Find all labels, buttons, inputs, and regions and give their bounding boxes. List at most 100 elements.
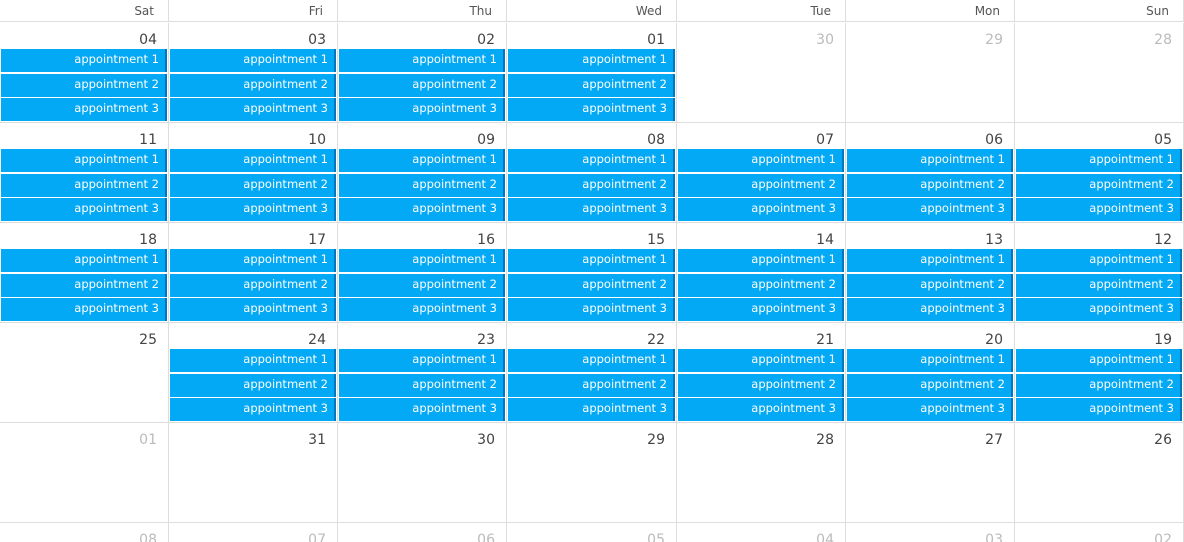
appointment[interactable]: appointment 3 xyxy=(508,398,675,421)
appointment[interactable]: appointment 1 xyxy=(170,49,336,72)
day-cell[interactable]: 05 xyxy=(507,523,677,542)
appointment[interactable]: appointment 2 xyxy=(678,273,844,297)
appointment[interactable]: appointment 1 xyxy=(678,349,844,372)
appointment[interactable]: appointment 2 xyxy=(847,273,1013,297)
day-cell[interactable]: 24 appointment 1 appointment 2 appointment … xyxy=(169,323,338,423)
day-cell[interactable]: 07 appointment 1 appointment 2 appointment … xyxy=(677,123,846,223)
appointment[interactable]: appointment 3 xyxy=(170,398,336,421)
appointment[interactable]: appointment 2 xyxy=(1016,173,1182,197)
appointment[interactable]: appointment 1 xyxy=(1,149,167,172)
day-cell[interactable]: 13 appointment 1 appointment 2 appointment … xyxy=(846,223,1015,323)
appointment[interactable]: appointment 1 xyxy=(678,249,844,272)
appointment[interactable]: appointment 3 xyxy=(508,298,675,321)
appointment[interactable]: appointment 2 xyxy=(339,273,505,297)
day-cell[interactable]: 29 xyxy=(846,23,1015,123)
day-cell[interactable]: 30 xyxy=(677,23,846,123)
appointment[interactable]: appointment 2 xyxy=(1,273,167,297)
day-cell[interactable]: 28 xyxy=(677,423,846,523)
appointment[interactable]: appointment 3 xyxy=(1,298,167,321)
appointment[interactable]: appointment 1 xyxy=(678,149,844,172)
day-cell[interactable]: 04 xyxy=(677,523,846,542)
appointment[interactable]: appointment 2 xyxy=(1016,273,1182,297)
day-cell[interactable]: 01 xyxy=(0,423,169,523)
day-cell[interactable]: 02 appointment 1 appointment 2 appointment … xyxy=(338,23,507,123)
day-cell[interactable]: 28 xyxy=(1015,23,1184,123)
appointment[interactable]: appointment 1 xyxy=(508,249,675,272)
day-cell[interactable]: 22 appointment 1 appointment 2 appointment … xyxy=(507,323,677,423)
appointment[interactable]: appointment 2 xyxy=(339,173,505,197)
day-cell[interactable]: 27 xyxy=(846,423,1015,523)
appointment[interactable]: appointment 1 xyxy=(170,149,336,172)
appointment[interactable]: appointment 1 xyxy=(1016,149,1182,172)
appointment[interactable]: appointment 3 xyxy=(847,398,1013,421)
appointment[interactable]: appointment 2 xyxy=(170,373,336,397)
day-cell[interactable]: 04 appointment 1 appointment 2 appointment … xyxy=(0,23,169,123)
appointment[interactable]: appointment 1 xyxy=(1,249,167,272)
day-cell[interactable]: 06 xyxy=(338,523,507,542)
appointment[interactable]: appointment 1 xyxy=(170,349,336,372)
appointment[interactable]: appointment 3 xyxy=(170,298,336,321)
appointment[interactable]: appointment 2 xyxy=(170,273,336,297)
day-cell[interactable]: 17 appointment 1 appointment 2 appointment … xyxy=(169,223,338,323)
appointment[interactable]: appointment 1 xyxy=(847,249,1013,272)
appointment[interactable]: appointment 1 xyxy=(1,49,167,72)
appointment[interactable]: appointment 3 xyxy=(508,198,675,221)
day-cell[interactable]: 09 appointment 1 appointment 2 appointment … xyxy=(338,123,507,223)
appointment[interactable]: appointment 3 xyxy=(1016,198,1182,221)
day-cell[interactable]: 26 xyxy=(1015,423,1184,523)
appointment[interactable]: appointment 1 xyxy=(508,349,675,372)
appointment[interactable]: appointment 3 xyxy=(339,98,505,121)
appointment[interactable]: appointment 3 xyxy=(678,298,844,321)
appointment[interactable]: appointment 2 xyxy=(847,173,1013,197)
appointment[interactable]: appointment 1 xyxy=(339,249,505,272)
appointment[interactable]: appointment 2 xyxy=(170,73,336,97)
appointment[interactable]: appointment 2 xyxy=(1,173,167,197)
day-cell[interactable]: 15 appointment 1 appointment 2 appointment … xyxy=(507,223,677,323)
appointment[interactable]: appointment 3 xyxy=(170,98,336,121)
appointment[interactable]: appointment 2 xyxy=(339,73,505,97)
appointment[interactable]: appointment 2 xyxy=(678,173,844,197)
appointment[interactable]: appointment 2 xyxy=(1016,373,1182,397)
appointment[interactable]: appointment 3 xyxy=(170,198,336,221)
appointment[interactable]: appointment 1 xyxy=(339,49,505,72)
appointment[interactable]: appointment 3 xyxy=(678,398,844,421)
appointment[interactable]: appointment 1 xyxy=(847,149,1013,172)
day-cell[interactable]: 12 appointment 1 appointment 2 appointment … xyxy=(1015,223,1184,323)
day-cell[interactable]: 08 xyxy=(0,523,169,542)
appointment[interactable]: appointment 2 xyxy=(508,273,675,297)
appointment[interactable]: appointment 1 xyxy=(339,349,505,372)
day-cell[interactable]: 21 appointment 1 appointment 2 appointment … xyxy=(677,323,846,423)
day-cell[interactable]: 11 appointment 1 appointment 2 appointment … xyxy=(0,123,169,223)
appointment[interactable]: appointment 2 xyxy=(508,73,675,97)
appointment[interactable]: appointment 3 xyxy=(1,198,167,221)
appointment[interactable]: appointment 3 xyxy=(1016,398,1182,421)
appointment[interactable]: appointment 3 xyxy=(339,298,505,321)
day-cell[interactable]: 25 xyxy=(0,323,169,423)
appointment[interactable]: appointment 3 xyxy=(847,198,1013,221)
day-cell[interactable]: 06 appointment 1 appointment 2 appointment … xyxy=(846,123,1015,223)
appointment[interactable]: appointment 3 xyxy=(1016,298,1182,321)
appointment[interactable]: appointment 2 xyxy=(508,173,675,197)
day-cell[interactable]: 18 appointment 1 appointment 2 appointment … xyxy=(0,223,169,323)
appointment[interactable]: appointment 1 xyxy=(339,149,505,172)
appointment[interactable]: appointment 2 xyxy=(170,173,336,197)
day-cell[interactable]: 14 appointment 1 appointment 2 appointment … xyxy=(677,223,846,323)
day-cell[interactable]: 19 appointment 1 appointment 2 appointment … xyxy=(1015,323,1184,423)
day-cell[interactable]: 07 xyxy=(169,523,338,542)
appointment[interactable]: appointment 3 xyxy=(339,398,505,421)
appointment[interactable]: appointment 1 xyxy=(508,49,675,72)
appointment[interactable]: appointment 1 xyxy=(170,249,336,272)
day-cell[interactable]: 08 appointment 1 appointment 2 appointment … xyxy=(507,123,677,223)
appointment[interactable]: appointment 2 xyxy=(847,373,1013,397)
day-cell[interactable]: 16 appointment 1 appointment 2 appointment … xyxy=(338,223,507,323)
day-cell[interactable]: 30 xyxy=(338,423,507,523)
appointment[interactable]: appointment 3 xyxy=(678,198,844,221)
day-cell[interactable]: 01 appointment 1 appointment 2 appointment … xyxy=(507,23,677,123)
appointment[interactable]: appointment 2 xyxy=(508,373,675,397)
appointment[interactable]: appointment 1 xyxy=(1016,349,1182,372)
day-cell[interactable]: 10 appointment 1 appointment 2 appointment … xyxy=(169,123,338,223)
appointment[interactable]: appointment 3 xyxy=(508,98,675,121)
appointment[interactable]: appointment 2 xyxy=(678,373,844,397)
day-cell[interactable]: 29 xyxy=(507,423,677,523)
day-cell[interactable]: 03 xyxy=(846,523,1015,542)
